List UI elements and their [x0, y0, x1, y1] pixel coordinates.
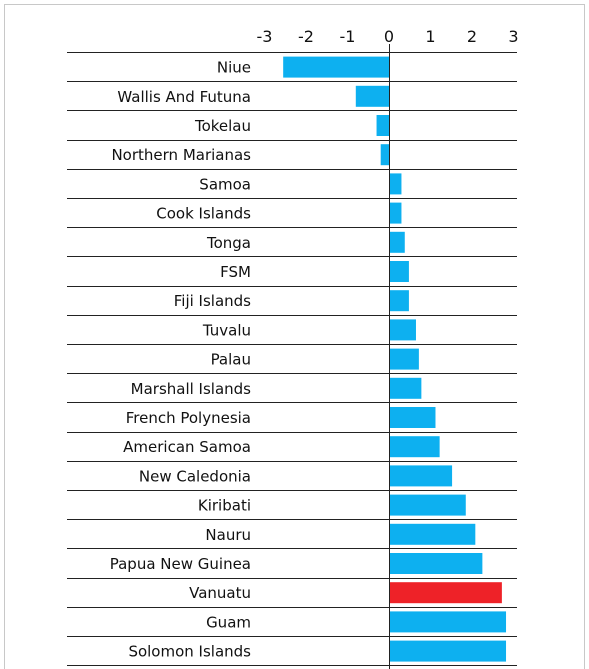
bar — [389, 261, 409, 282]
category-label: Kiribati — [198, 497, 251, 515]
category-label: Tokelau — [194, 117, 251, 135]
category-label: FSM — [220, 263, 251, 281]
bar — [380, 144, 389, 166]
bar — [389, 640, 507, 662]
x-tick-label: -1 — [340, 27, 356, 46]
category-label: New Caledonia — [139, 467, 251, 485]
category-label: Northern Marianas — [111, 146, 251, 164]
bar — [355, 85, 389, 107]
bar — [389, 611, 507, 633]
x-tick-label: -2 — [298, 27, 314, 46]
x-tick-label: -3 — [257, 27, 273, 46]
bar — [389, 494, 466, 516]
category-label: Fiji Islands — [174, 292, 251, 310]
bar — [283, 56, 389, 78]
category-label: Marshall Islands — [131, 380, 252, 398]
category-label: Guam — [206, 613, 251, 631]
grid-lines — [67, 52, 517, 666]
category-label: Samoa — [199, 175, 251, 193]
bar — [389, 202, 402, 224]
bar — [389, 377, 422, 399]
category-label: Tuvalu — [202, 321, 251, 339]
category-label: Cook Islands — [156, 205, 251, 223]
category-label: Palau — [211, 351, 251, 369]
category-label: Papua New Guinea — [110, 555, 251, 573]
bar — [389, 319, 416, 341]
category-label: Vanuatu — [189, 584, 251, 602]
bar — [389, 348, 419, 370]
bar — [389, 465, 453, 487]
chart-border — [4, 4, 585, 669]
x-tick-label: 2 — [467, 27, 477, 46]
bars — [283, 56, 507, 662]
category-label: American Samoa — [123, 438, 251, 456]
category-labels: Niue Wallis And Futuna Tokelau Northern Mar… — [110, 59, 251, 661]
bar — [389, 173, 402, 195]
bar — [389, 290, 409, 312]
bar — [389, 523, 476, 545]
bar — [376, 115, 389, 136]
category-label: Niue — [217, 59, 251, 77]
x-tick-label: 3 — [508, 27, 518, 46]
x-axis-ticks: -3 -2 -1 0 1 2 3 — [257, 27, 519, 46]
category-label: Solomon Islands — [128, 643, 251, 661]
x-tick-label: 1 — [425, 27, 435, 46]
category-label: Wallis And Futuna — [117, 88, 251, 106]
bar — [389, 436, 440, 458]
x-tick-label: 0 — [384, 27, 394, 46]
bar — [389, 231, 405, 253]
category-label: Nauru — [205, 526, 251, 544]
category-label: Tonga — [206, 234, 251, 252]
bar — [389, 553, 483, 574]
bar — [389, 407, 436, 428]
bar — [389, 582, 502, 604]
category-label: French Polynesia — [126, 409, 251, 427]
